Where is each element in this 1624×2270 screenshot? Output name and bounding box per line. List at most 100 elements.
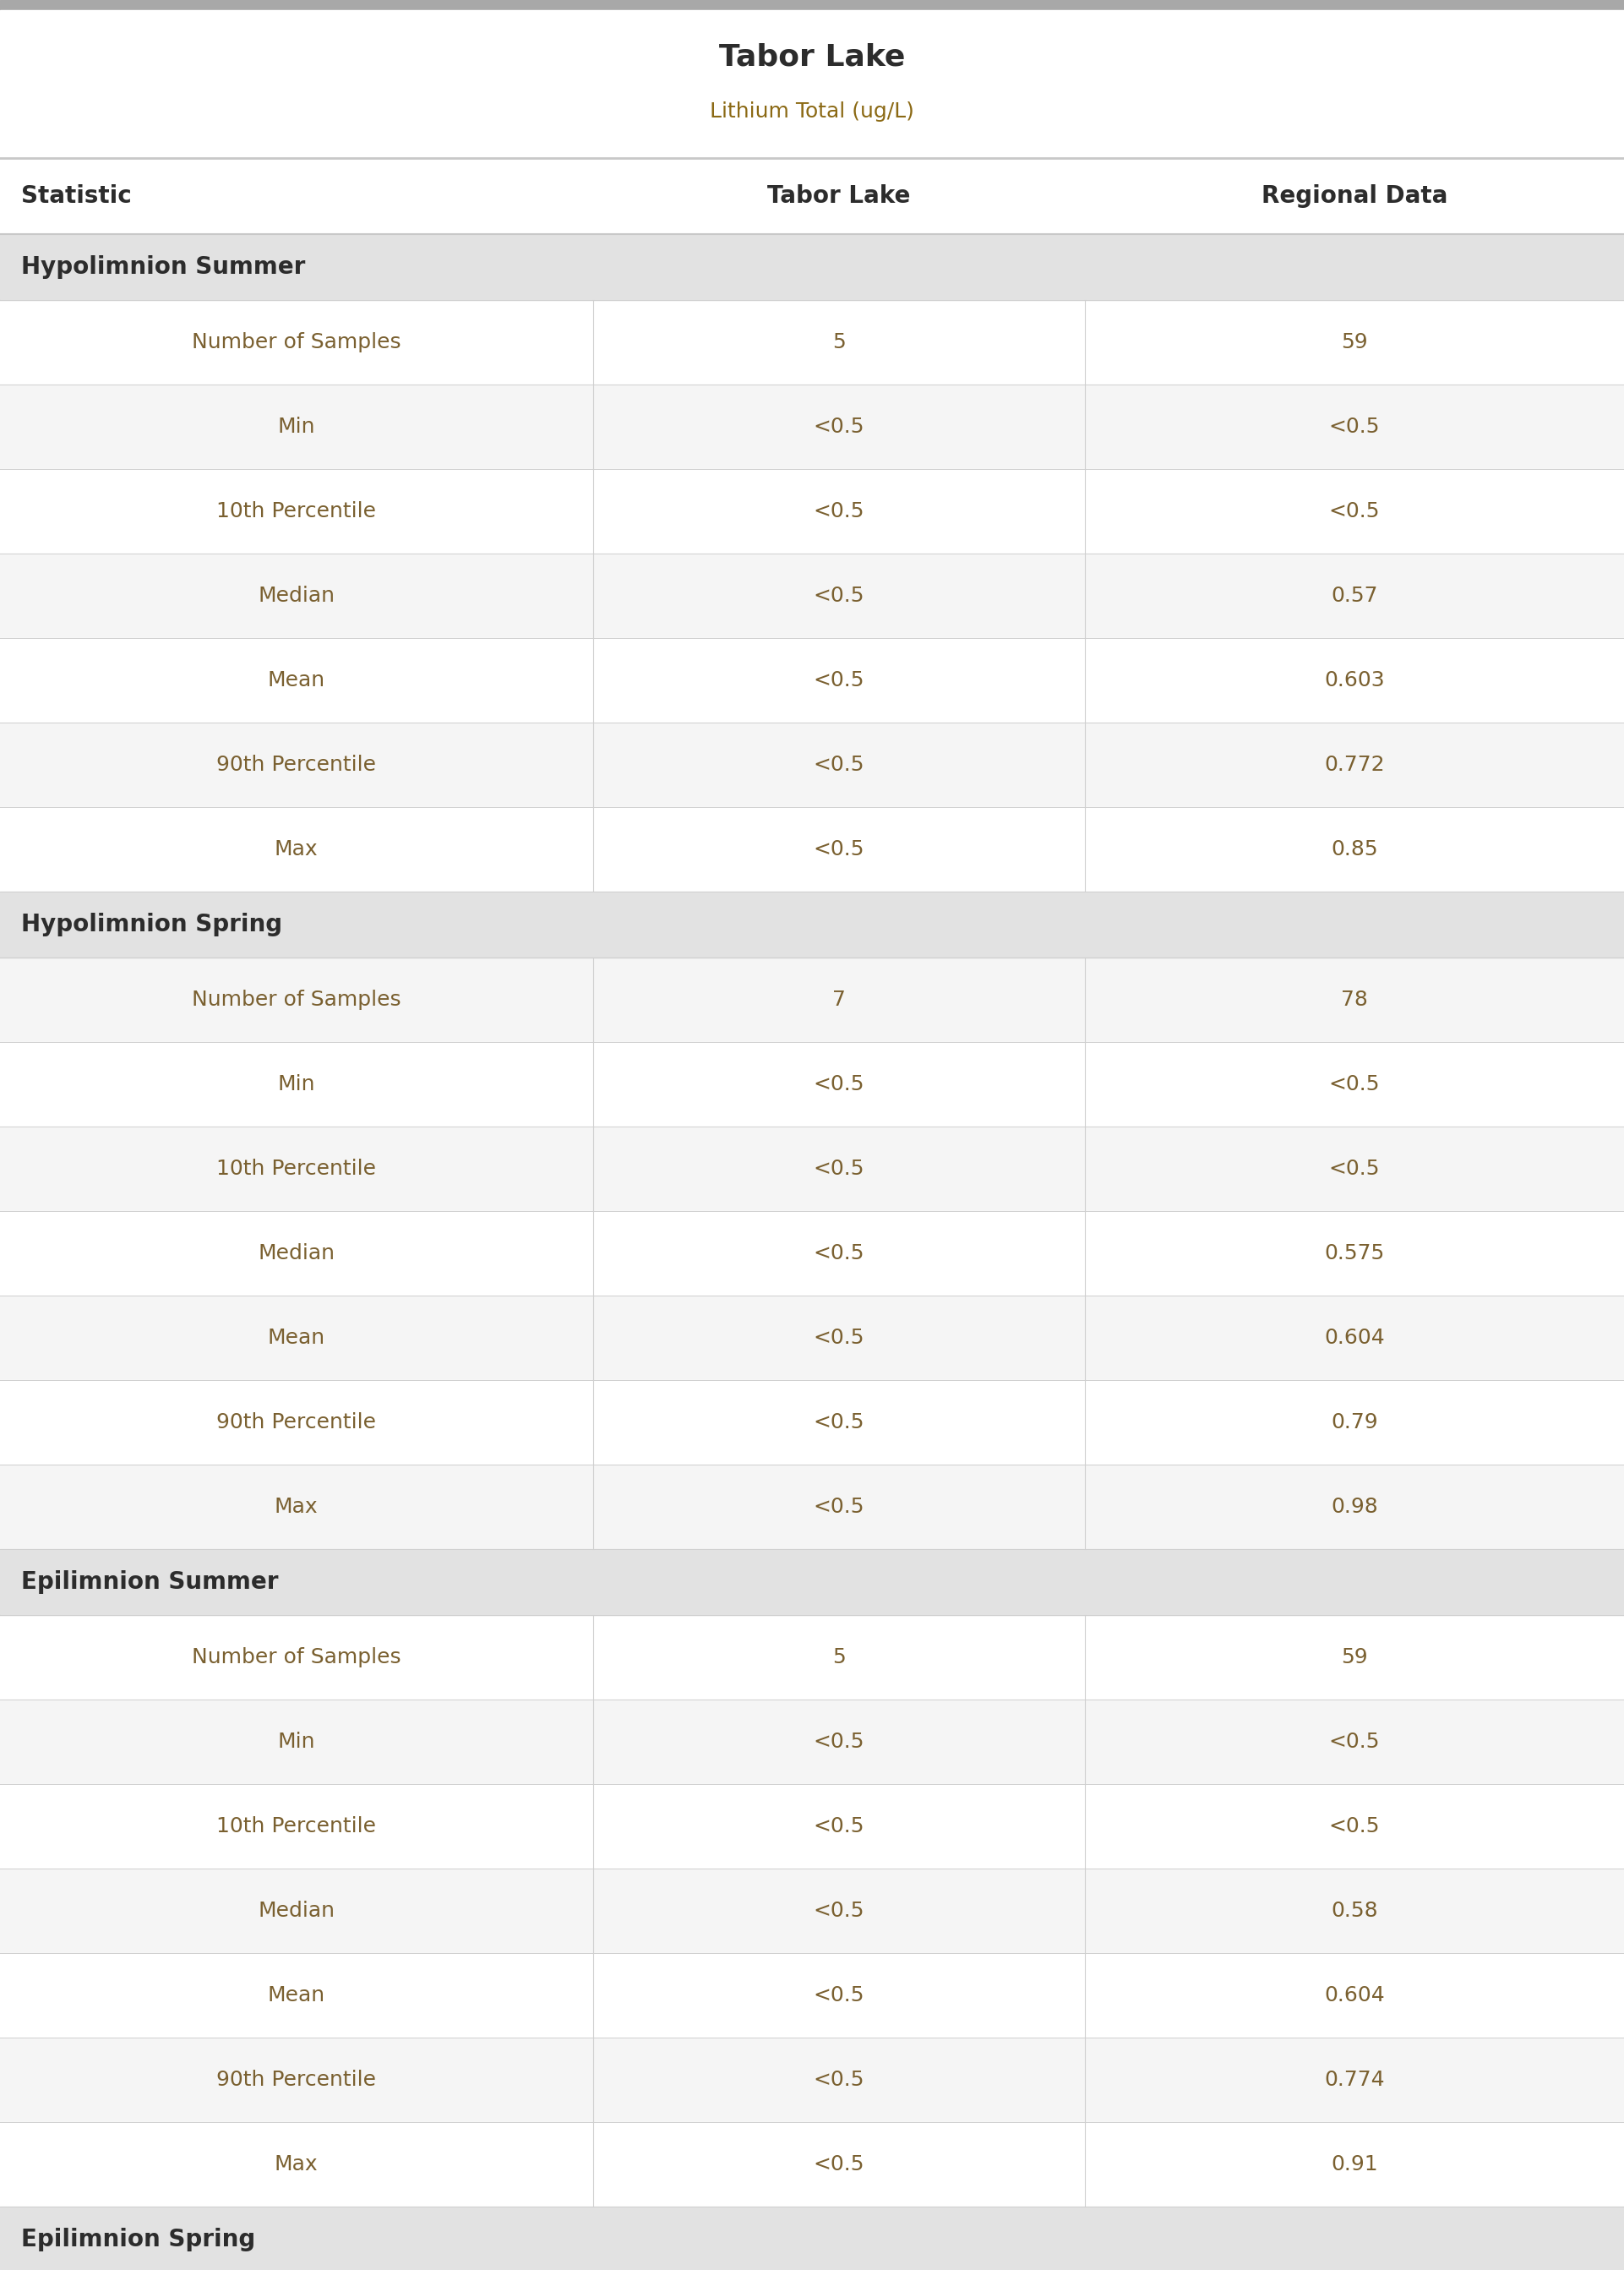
Bar: [0, 1700, 1624, 1784]
Text: 0.98: 0.98: [1330, 1496, 1379, 1516]
Text: 0.604: 0.604: [1324, 1328, 1385, 1348]
Text: 90th Percentile: 90th Percentile: [216, 2070, 377, 2091]
Bar: [0, 958, 1624, 1042]
Text: Epilimnion Spring: Epilimnion Spring: [21, 2227, 255, 2252]
Text: 0.91: 0.91: [1332, 2154, 1377, 2175]
Text: 10th Percentile: 10th Percentile: [216, 1816, 377, 1836]
Bar: [0, 1614, 1624, 1700]
Bar: [0, 1952, 1624, 2038]
Text: 7: 7: [831, 990, 846, 1010]
Text: Median: Median: [258, 1244, 335, 1264]
Text: <0.5: <0.5: [814, 586, 864, 606]
Text: Mean: Mean: [268, 1986, 325, 2004]
Text: <0.5: <0.5: [814, 2070, 864, 2091]
Text: Hypolimnion Spring: Hypolimnion Spring: [21, 913, 283, 938]
Text: Tabor Lake: Tabor Lake: [767, 184, 911, 209]
Text: <0.5: <0.5: [814, 1074, 864, 1094]
Text: 5: 5: [831, 1648, 846, 1668]
Bar: [0, 1464, 1624, 1548]
Bar: [0, 9, 1624, 159]
Text: Max: Max: [274, 1496, 318, 1516]
Text: Max: Max: [274, 2154, 318, 2175]
Text: Number of Samples: Number of Samples: [192, 990, 401, 1010]
Bar: [0, 300, 1624, 384]
Bar: [0, 470, 1624, 554]
Text: <0.5: <0.5: [814, 1496, 864, 1516]
Text: <0.5: <0.5: [814, 670, 864, 690]
Text: 90th Percentile: 90th Percentile: [216, 754, 377, 774]
Text: <0.5: <0.5: [1328, 1158, 1380, 1178]
Text: 90th Percentile: 90th Percentile: [216, 1412, 377, 1432]
Text: Epilimnion Summer: Epilimnion Summer: [21, 1571, 278, 1594]
Bar: [0, 722, 1624, 808]
Text: 5: 5: [831, 331, 846, 352]
Text: <0.5: <0.5: [814, 1986, 864, 2004]
Text: Mean: Mean: [268, 1328, 325, 1348]
Text: 0.79: 0.79: [1332, 1412, 1377, 1432]
Text: 0.774: 0.774: [1324, 2070, 1385, 2091]
Bar: [0, 1296, 1624, 1380]
Text: 0.604: 0.604: [1324, 1986, 1385, 2004]
Text: <0.5: <0.5: [1328, 1732, 1380, 1752]
Bar: [0, 808, 1624, 892]
Text: 59: 59: [1341, 1648, 1367, 1668]
Bar: [0, 234, 1624, 300]
Text: Max: Max: [274, 840, 318, 860]
Text: Statistic: Statistic: [21, 184, 132, 209]
Text: Lithium Total (ug/L): Lithium Total (ug/L): [710, 102, 914, 123]
Text: Hypolimnion Summer: Hypolimnion Summer: [21, 254, 305, 279]
Text: <0.5: <0.5: [814, 502, 864, 522]
Text: <0.5: <0.5: [814, 840, 864, 860]
Text: 0.772: 0.772: [1324, 754, 1385, 774]
Text: <0.5: <0.5: [814, 1328, 864, 1348]
Text: Min: Min: [278, 418, 315, 436]
Text: 0.85: 0.85: [1332, 840, 1377, 860]
Text: Number of Samples: Number of Samples: [192, 331, 401, 352]
Text: Mean: Mean: [268, 670, 325, 690]
Bar: [0, 1868, 1624, 1952]
Text: Median: Median: [258, 1900, 335, 1920]
Bar: [0, 2038, 1624, 2122]
Bar: [0, 159, 1624, 234]
Text: Tabor Lake: Tabor Lake: [719, 43, 905, 70]
Text: 10th Percentile: 10th Percentile: [216, 1158, 377, 1178]
Text: 10th Percentile: 10th Percentile: [216, 502, 377, 522]
Bar: [0, 1212, 1624, 1296]
Text: <0.5: <0.5: [814, 1900, 864, 1920]
Text: <0.5: <0.5: [814, 1412, 864, 1432]
Text: 59: 59: [1341, 331, 1367, 352]
Text: Min: Min: [278, 1732, 315, 1752]
Bar: [0, 1380, 1624, 1464]
Bar: [0, 554, 1624, 638]
Text: <0.5: <0.5: [814, 1244, 864, 1264]
Text: 78: 78: [1341, 990, 1367, 1010]
Bar: [0, 1548, 1624, 1614]
Bar: [0, 1784, 1624, 1868]
Text: <0.5: <0.5: [814, 418, 864, 436]
Text: <0.5: <0.5: [1328, 1816, 1380, 1836]
Text: <0.5: <0.5: [814, 2154, 864, 2175]
Text: Min: Min: [278, 1074, 315, 1094]
Bar: [0, 2122, 1624, 2206]
Text: 0.603: 0.603: [1324, 670, 1385, 690]
Bar: [0, 1126, 1624, 1212]
Text: Number of Samples: Number of Samples: [192, 1648, 401, 1668]
Text: 0.58: 0.58: [1332, 1900, 1377, 1920]
Bar: [0, 0, 1624, 9]
Text: <0.5: <0.5: [814, 1158, 864, 1178]
Text: <0.5: <0.5: [814, 1732, 864, 1752]
Text: Median: Median: [258, 586, 335, 606]
Text: <0.5: <0.5: [1328, 418, 1380, 436]
Text: <0.5: <0.5: [1328, 1074, 1380, 1094]
Text: 0.575: 0.575: [1324, 1244, 1385, 1264]
Text: <0.5: <0.5: [1328, 502, 1380, 522]
Bar: [0, 2206, 1624, 2270]
Bar: [0, 638, 1624, 722]
Bar: [0, 384, 1624, 470]
Text: <0.5: <0.5: [814, 1816, 864, 1836]
Text: 0.57: 0.57: [1332, 586, 1377, 606]
Text: <0.5: <0.5: [814, 754, 864, 774]
Bar: [0, 1042, 1624, 1126]
Bar: [0, 892, 1624, 958]
Text: Regional Data: Regional Data: [1262, 184, 1447, 209]
